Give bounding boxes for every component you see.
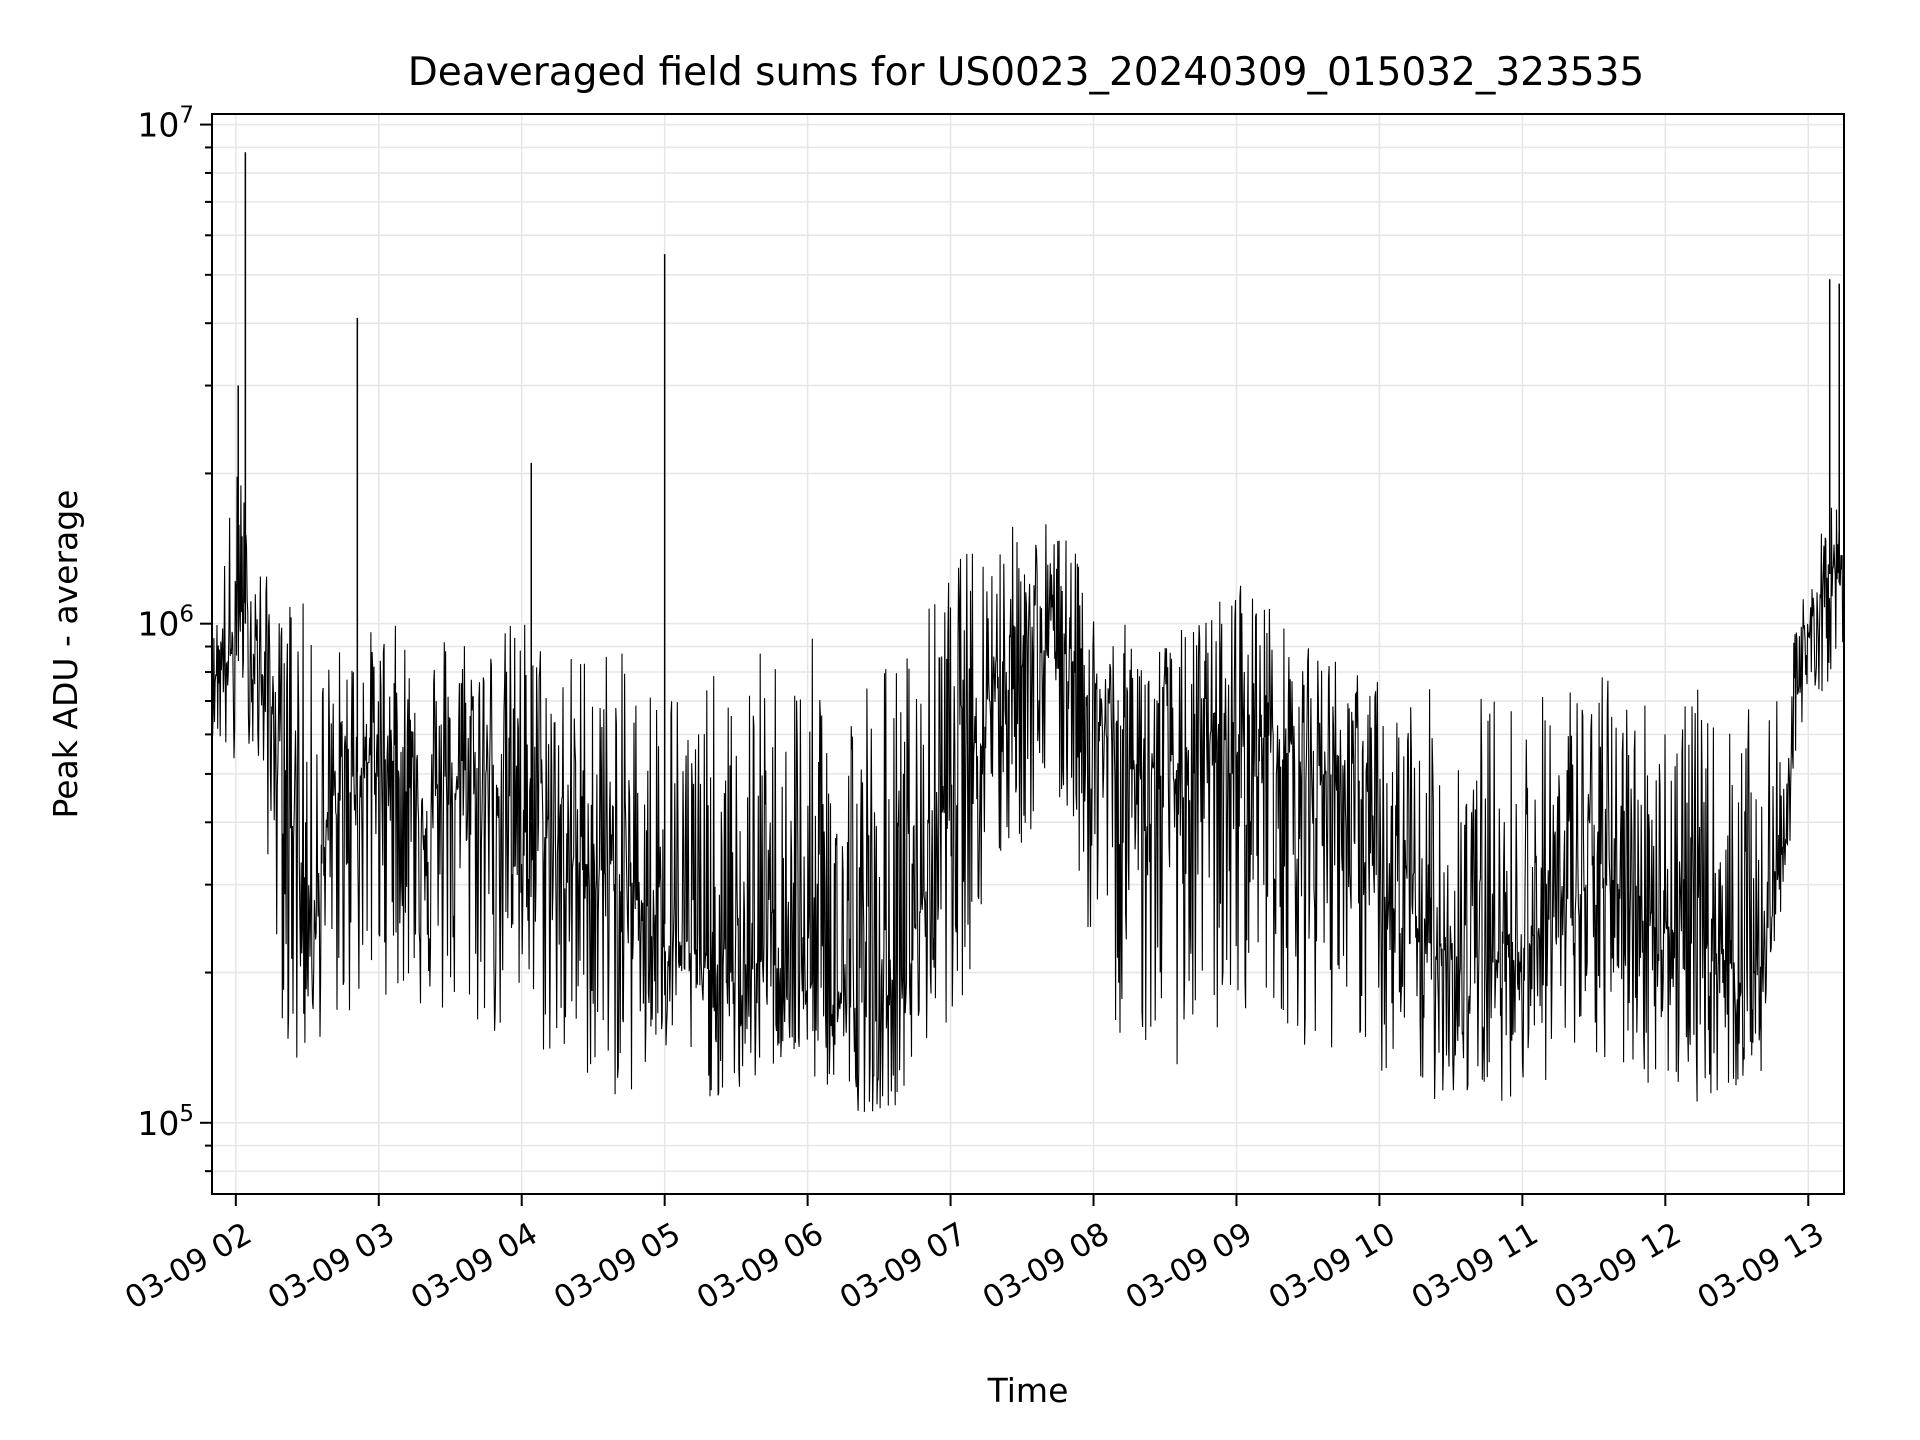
- y-tick-label-exponent: 5: [179, 1101, 194, 1127]
- y-tick-label-base: 10: [137, 1104, 179, 1143]
- series-line: [211, 476, 1845, 1112]
- y-axis-label: Peak ADU - average: [46, 490, 85, 819]
- chart-title: Deaveraged field sums for US0023_2024030…: [408, 50, 1644, 95]
- x-axis-label: Time: [987, 1371, 1069, 1410]
- y-tick-label: 107: [137, 103, 194, 145]
- y-tick-label: 105: [137, 1101, 194, 1143]
- y-tick-label-base: 10: [137, 106, 179, 145]
- data-series: [211, 152, 1845, 1112]
- y-tick-label: 106: [137, 602, 194, 644]
- y-tick-label-exponent: 6: [179, 602, 194, 628]
- y-tick-label-base: 10: [137, 605, 179, 644]
- y-tick-label-exponent: 7: [179, 103, 194, 129]
- plot-frame: [211, 113, 1845, 1195]
